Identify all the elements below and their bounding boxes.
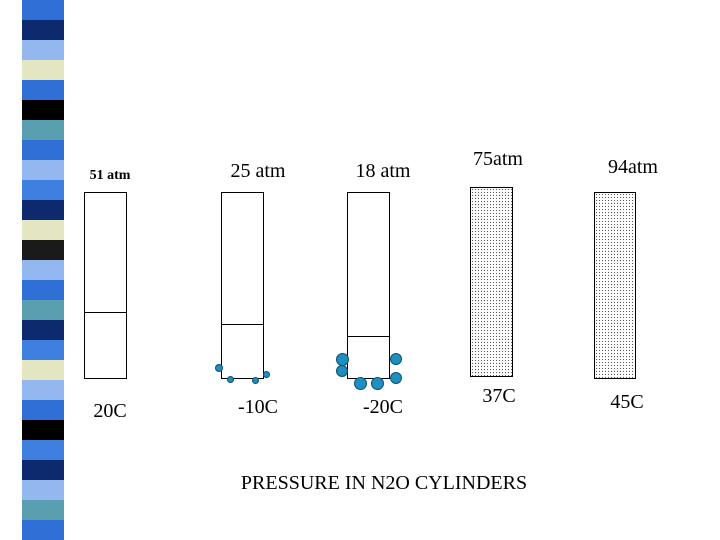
stripe-segment: [22, 360, 64, 380]
stripe-segment: [22, 400, 64, 420]
stripe-segment: [22, 240, 64, 260]
stripe-segment: [22, 340, 64, 360]
cylinder-2: [221, 192, 264, 379]
cylinder-5: [594, 192, 636, 379]
liquid-level-line: [85, 312, 126, 313]
stripe-segment: [22, 140, 64, 160]
pressure-label-3: 18 atm: [355, 160, 411, 182]
stripe-segment: [22, 160, 64, 180]
stripe-segment: [22, 460, 64, 480]
stripe-segment: [22, 80, 64, 100]
decorative-stripe-bar: [22, 0, 64, 540]
condensation-droplet: [227, 376, 234, 383]
stripe-segment: [22, 280, 64, 300]
stripe-segment: [22, 500, 64, 520]
stripe-segment: [22, 180, 64, 200]
diagram-title: PRESSURE IN N2O CYLINDERS: [240, 472, 528, 494]
pressure-label-1: 51 atm: [89, 168, 131, 183]
pressure-label-4: 75atm: [473, 148, 523, 170]
stripe-segment: [22, 20, 64, 40]
stripe-segment: [22, 120, 64, 140]
temperature-label-2: -10C: [238, 396, 278, 418]
condensation-droplet: [263, 371, 270, 378]
stripe-segment: [22, 260, 64, 280]
stripe-segment: [22, 0, 64, 20]
stripe-segment: [22, 480, 64, 500]
frost-droplet: [336, 365, 348, 377]
stripe-segment: [22, 300, 64, 320]
frost-droplet: [390, 353, 402, 365]
stripe-segment: [22, 320, 64, 340]
frost-droplet: [371, 377, 384, 390]
cylinder-3: [347, 192, 390, 379]
stripe-segment: [22, 440, 64, 460]
stripe-segment: [22, 100, 64, 120]
condensation-droplet: [252, 377, 259, 384]
temperature-label-5: 45C: [610, 391, 644, 413]
cylinder-1: [84, 192, 127, 379]
stripe-segment: [22, 200, 64, 220]
stripe-segment: [22, 60, 64, 80]
temperature-label-1: 20C: [93, 400, 127, 422]
frost-droplet: [354, 377, 367, 390]
pressure-label-5: 94atm: [608, 156, 658, 178]
stripe-segment: [22, 420, 64, 440]
cylinder-4: [470, 187, 513, 377]
stripe-segment: [22, 520, 64, 540]
liquid-level-line: [348, 336, 389, 337]
stripe-segment: [22, 380, 64, 400]
temperature-label-3: -20C: [363, 396, 403, 418]
temperature-label-4: 37C: [482, 385, 516, 407]
frost-droplet: [390, 372, 402, 384]
condensation-droplet: [215, 364, 223, 372]
liquid-level-line: [222, 324, 263, 325]
pressure-label-2: 25 atm: [230, 160, 286, 182]
stripe-segment: [22, 40, 64, 60]
stripe-segment: [22, 220, 64, 240]
